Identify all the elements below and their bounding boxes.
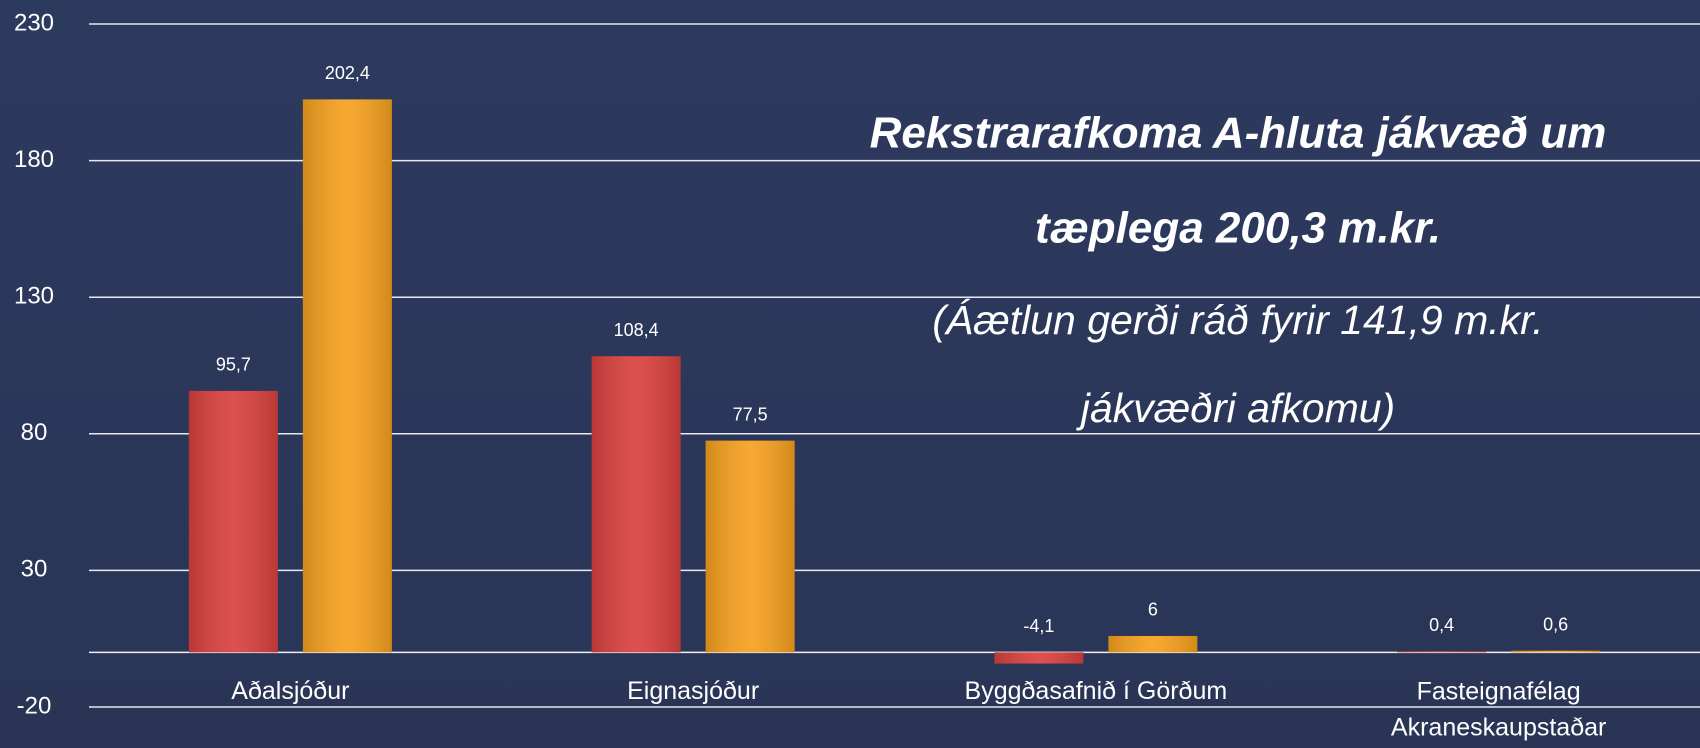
y-tick-label: -20 — [17, 692, 52, 719]
title: tæplega 200,3 m.kr. — [1035, 204, 1441, 253]
value-label: 95,7 — [216, 355, 251, 375]
y-tick-label: 230 — [14, 9, 54, 36]
bar — [188, 390, 278, 653]
subtitle: (Áætlun gerði ráð fyrir 141,9 m.kr. — [932, 297, 1543, 343]
x-tick-label: Aðalsjóður — [231, 677, 349, 705]
y-tick-label: 80 — [21, 419, 48, 446]
bar — [302, 99, 392, 653]
value-label: 202,4 — [325, 63, 370, 83]
value-label: 77,5 — [733, 404, 768, 424]
value-label: -4,1 — [1023, 616, 1054, 636]
value-label: 0,6 — [1543, 614, 1568, 634]
subtitle: jákvæðri afkomu) — [1076, 385, 1395, 431]
bar — [994, 652, 1084, 664]
y-tick-label: 130 — [14, 283, 54, 310]
x-tick-label: Byggðasafnið í Görðum — [965, 677, 1228, 705]
value-label: 6 — [1148, 600, 1158, 620]
value-label: 108,4 — [614, 320, 659, 340]
bar — [1397, 651, 1487, 653]
bar — [705, 440, 795, 653]
y-tick-label: 30 — [21, 556, 48, 583]
x-tick-label: Fasteignafélag Akraneskaupstaðar — [1391, 677, 1606, 741]
title: Rekstrarafkoma A-hluta jákvæð um — [870, 109, 1607, 158]
x-tick-label: Eignasjóður — [627, 677, 759, 705]
bar — [1108, 635, 1198, 653]
bar — [1511, 650, 1601, 653]
value-label: 0,4 — [1429, 615, 1454, 635]
annotation: Rekstrarafkoma A-hluta jákvæð um tæplega … — [870, 109, 1607, 431]
y-tick-label: 180 — [14, 146, 54, 173]
bar — [591, 356, 681, 653]
